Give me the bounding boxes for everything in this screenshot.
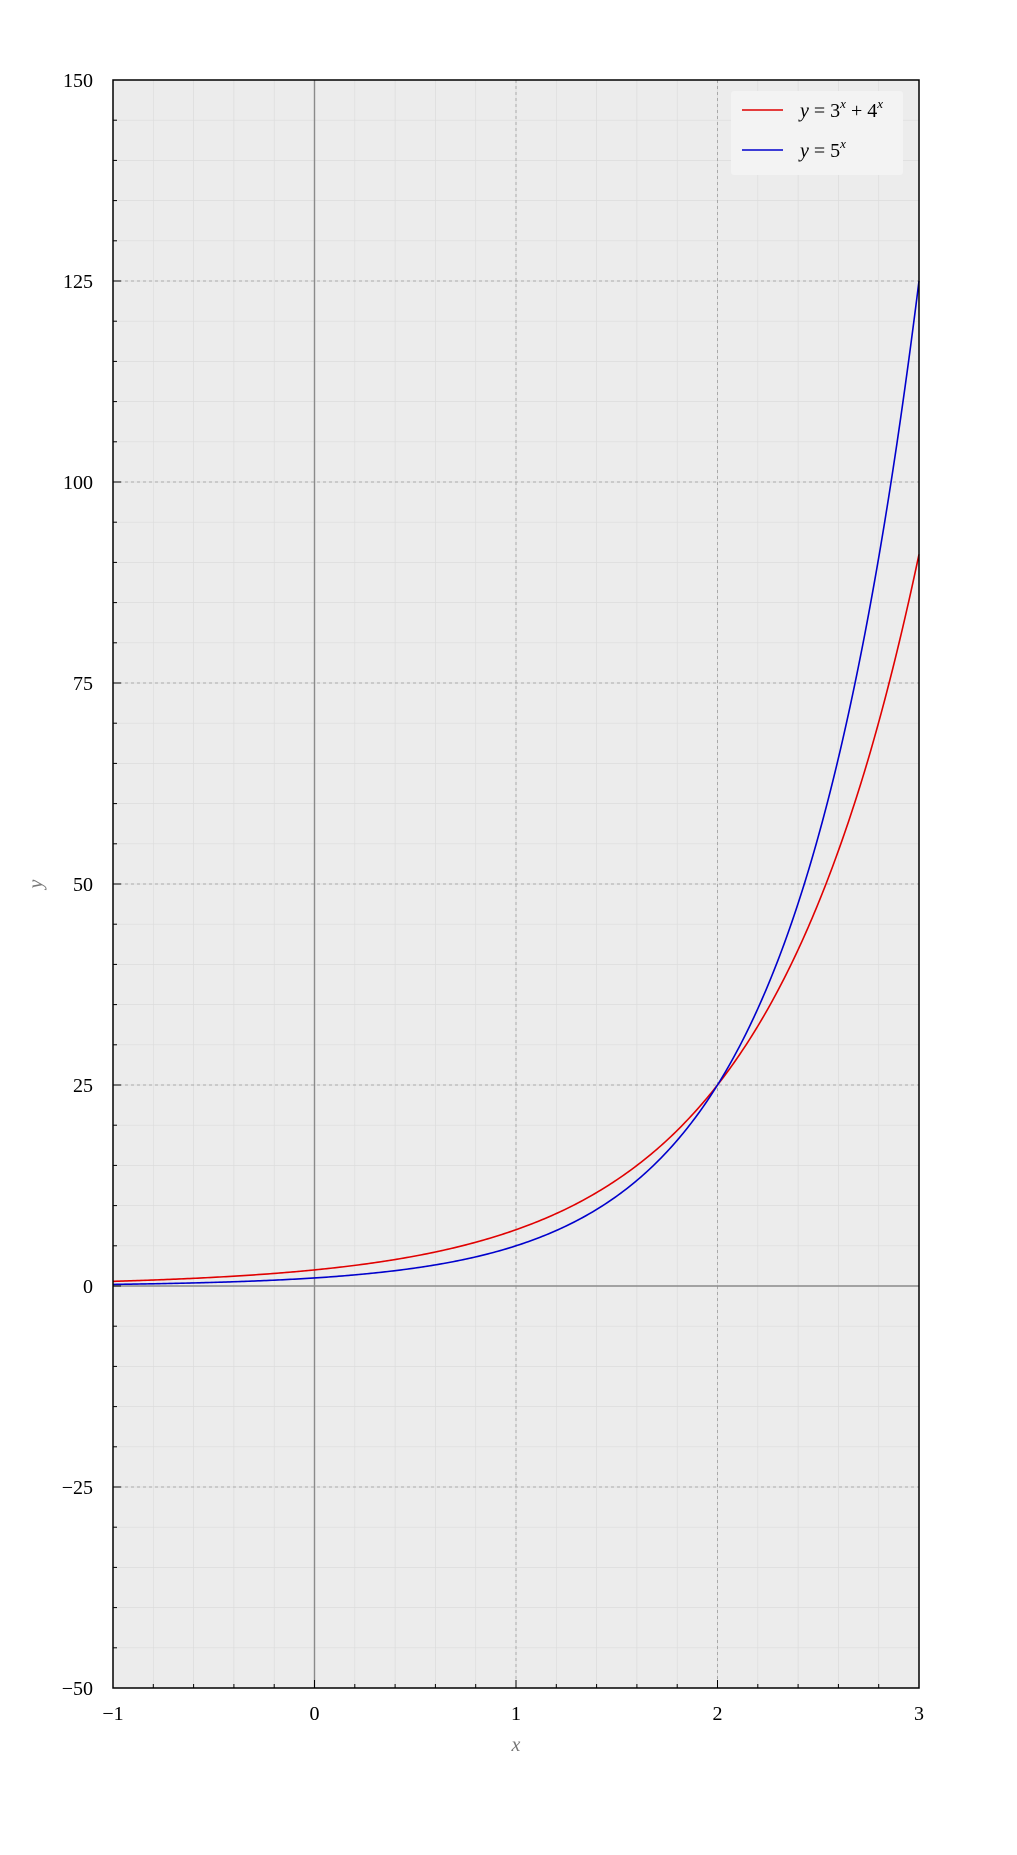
x-tick-label: 1 bbox=[511, 1703, 521, 1725]
x-tick-label: −1 bbox=[102, 1703, 123, 1725]
y-tick-label: 75 bbox=[73, 673, 93, 695]
tick-labels: −1 0 1 2 3 −50 −25 0 25 50 75 100 125 150 bbox=[62, 70, 924, 1725]
y-tick-label: 25 bbox=[73, 1075, 93, 1097]
legend-label-series-2: y = 5x bbox=[798, 136, 846, 162]
x-axis-title: x bbox=[511, 1734, 521, 1756]
x-tick-label: 3 bbox=[914, 1703, 924, 1725]
x-tick-label: 2 bbox=[713, 1703, 723, 1725]
y-tick-label: −50 bbox=[62, 1678, 93, 1700]
ticks bbox=[112, 79, 920, 1689]
y-axis-title: y bbox=[25, 879, 47, 890]
legend-label-series-1: y = 3x + 4x bbox=[798, 96, 883, 122]
y-tick-label: 125 bbox=[63, 271, 93, 293]
zero-lines bbox=[113, 80, 919, 1688]
y-tick-label: 50 bbox=[73, 874, 93, 896]
y-tick-label: 100 bbox=[63, 472, 93, 494]
y-tick-label: −25 bbox=[62, 1477, 93, 1499]
legend: y = 3x + 4x y = 5x bbox=[731, 91, 903, 175]
series-line-1 bbox=[112, 554, 920, 1283]
x-tick-label: 0 bbox=[310, 1703, 320, 1725]
y-tick-label: 150 bbox=[63, 70, 93, 92]
series-layer bbox=[112, 280, 920, 1286]
legend-box bbox=[731, 91, 903, 175]
series-line-2 bbox=[112, 280, 920, 1286]
y-tick-label: 0 bbox=[83, 1276, 93, 1298]
